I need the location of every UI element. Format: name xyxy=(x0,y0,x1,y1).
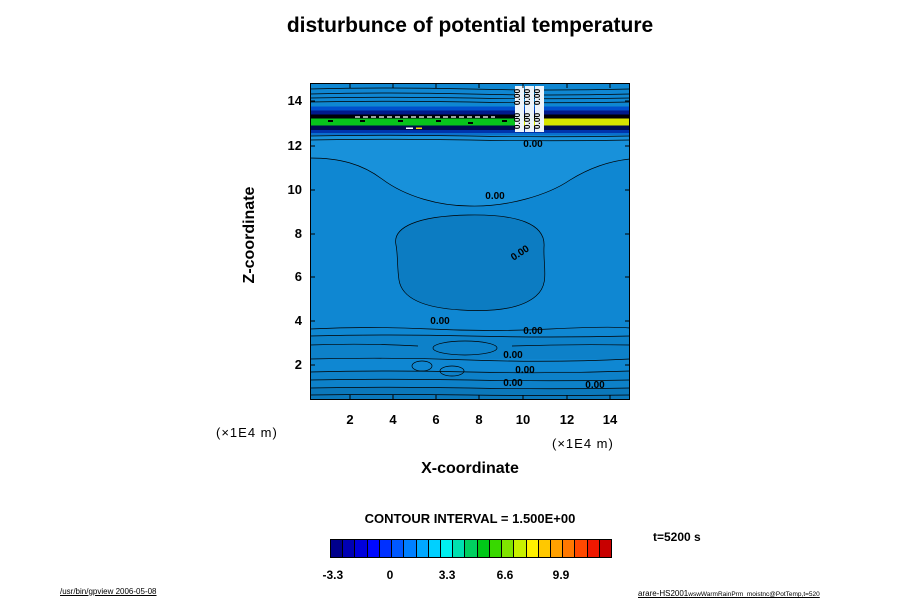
colorbar-segment xyxy=(489,540,503,557)
colorbar-segment xyxy=(343,540,356,557)
colorbar xyxy=(330,539,612,558)
y-axis-label: Z-coordinate xyxy=(241,186,258,284)
x-axis-label: X-coordinate xyxy=(421,460,519,477)
axis-frame xyxy=(310,83,630,400)
colorbar-tick-label: 9.9 xyxy=(552,568,570,582)
contour-label: 0.00 xyxy=(512,112,522,129)
colorbar-segment xyxy=(404,540,417,557)
disturbance-bands xyxy=(310,106,630,135)
label-backing xyxy=(515,86,544,132)
contour-label: 0.00 xyxy=(503,350,523,361)
contour-label: 0.00 xyxy=(585,380,605,391)
colorbar-tick-label: 0 xyxy=(386,568,394,582)
footer-right-sub: wswWarmRainPrm_moistnc@PotTemp,t=520 xyxy=(688,591,820,598)
colorbar-segment xyxy=(379,540,393,557)
y-tick-label: 2 xyxy=(294,357,302,372)
contour-label: 0.00 xyxy=(523,326,543,337)
footer-right-main: arare-HS2001 xyxy=(638,589,689,598)
colorbar-segment xyxy=(587,540,600,557)
colorbar-segment xyxy=(355,540,368,557)
x-axis-unit: (×1E4 m) xyxy=(552,436,614,451)
x-tick-label: 12 xyxy=(559,412,575,427)
plot-area: 0.00 0.00 0.00 0.00 0.00 0.00 0.00 0.00 … xyxy=(309,83,631,400)
colorbar-segment xyxy=(477,540,490,557)
footer-left: /usr/bin/gpview 2006-05-08 xyxy=(60,587,157,596)
x-tick-label: 14 xyxy=(602,412,618,427)
contour-label: 0.00 xyxy=(522,112,532,129)
y-tick-label: 10 xyxy=(287,182,302,197)
contour-plot-svg: 0.00 0.00 0.00 0.00 0.00 0.00 0.00 0.00 … xyxy=(309,83,631,400)
chart-title: disturbunce of potential temperature xyxy=(286,14,654,37)
colorbar-segment xyxy=(465,540,478,557)
colorbar-segment xyxy=(367,540,380,557)
colorbar-segment xyxy=(331,540,344,557)
colorbar-segment xyxy=(392,540,405,557)
colorbar-segment xyxy=(428,540,441,557)
x-tick-label: 10 xyxy=(515,412,531,427)
colorbar-segment xyxy=(599,540,612,557)
contour-labels: 0.00 0.00 0.00 0.00 0.00 0.00 0.00 0.00 … xyxy=(430,88,605,391)
contour-label: 0.00 xyxy=(430,316,450,327)
colorbar-segment xyxy=(502,540,515,557)
shaded-regions xyxy=(310,136,630,400)
colorbar-segment xyxy=(514,540,527,557)
y-tick-label: 8 xyxy=(294,226,302,241)
colorbar-segment xyxy=(563,540,576,557)
x-tick-label: 6 xyxy=(432,412,440,427)
contour-label: 0.00 xyxy=(523,139,543,150)
colorbar-segment xyxy=(440,540,454,557)
contour-label: 0.00 xyxy=(532,88,542,105)
y-tick-label: 14 xyxy=(287,93,302,108)
x-tick-label: 8 xyxy=(475,412,483,427)
colorbar-tick-label: 3.3 xyxy=(438,568,456,582)
contour-label: 0.00 xyxy=(512,88,522,105)
x-tick-label: 2 xyxy=(346,412,354,427)
contour-label: 0.00 xyxy=(515,365,535,376)
contour-interval-label: CONTOUR INTERVAL = 1.500E+00 xyxy=(364,511,576,526)
colorbar-segment xyxy=(575,540,588,557)
y-tick-label: 4 xyxy=(294,313,302,328)
contour-label: 0.00 xyxy=(522,88,532,105)
contour-label: 0.00 xyxy=(503,378,523,389)
colorbar-tick-label: -3.3 xyxy=(322,568,344,582)
colorbar-segment xyxy=(538,540,551,557)
colorbar-segment xyxy=(526,540,539,557)
colorbar-tick-label: 6.6 xyxy=(496,568,514,582)
contour-label: 0.00 xyxy=(485,191,505,202)
y-axis-unit: (×1E4 m) xyxy=(216,425,278,440)
footer-right: arare-HS2001wswWarmRainPrm_moistnc@PotTe… xyxy=(638,589,820,598)
y-tick-label: 12 xyxy=(287,138,302,153)
colorbar-segment xyxy=(416,540,429,557)
colorbar-ticks: -3.3 0 3.3 6.6 9.9 xyxy=(322,568,610,584)
time-label: t=5200 s xyxy=(653,530,701,544)
colorbar-segment xyxy=(550,540,564,557)
contour-label: 0.00 xyxy=(532,112,542,129)
y-tick-label: 6 xyxy=(294,269,302,284)
x-tick-label: 4 xyxy=(389,412,397,427)
colorbar-segment xyxy=(453,540,466,557)
contour-lines xyxy=(309,87,631,396)
